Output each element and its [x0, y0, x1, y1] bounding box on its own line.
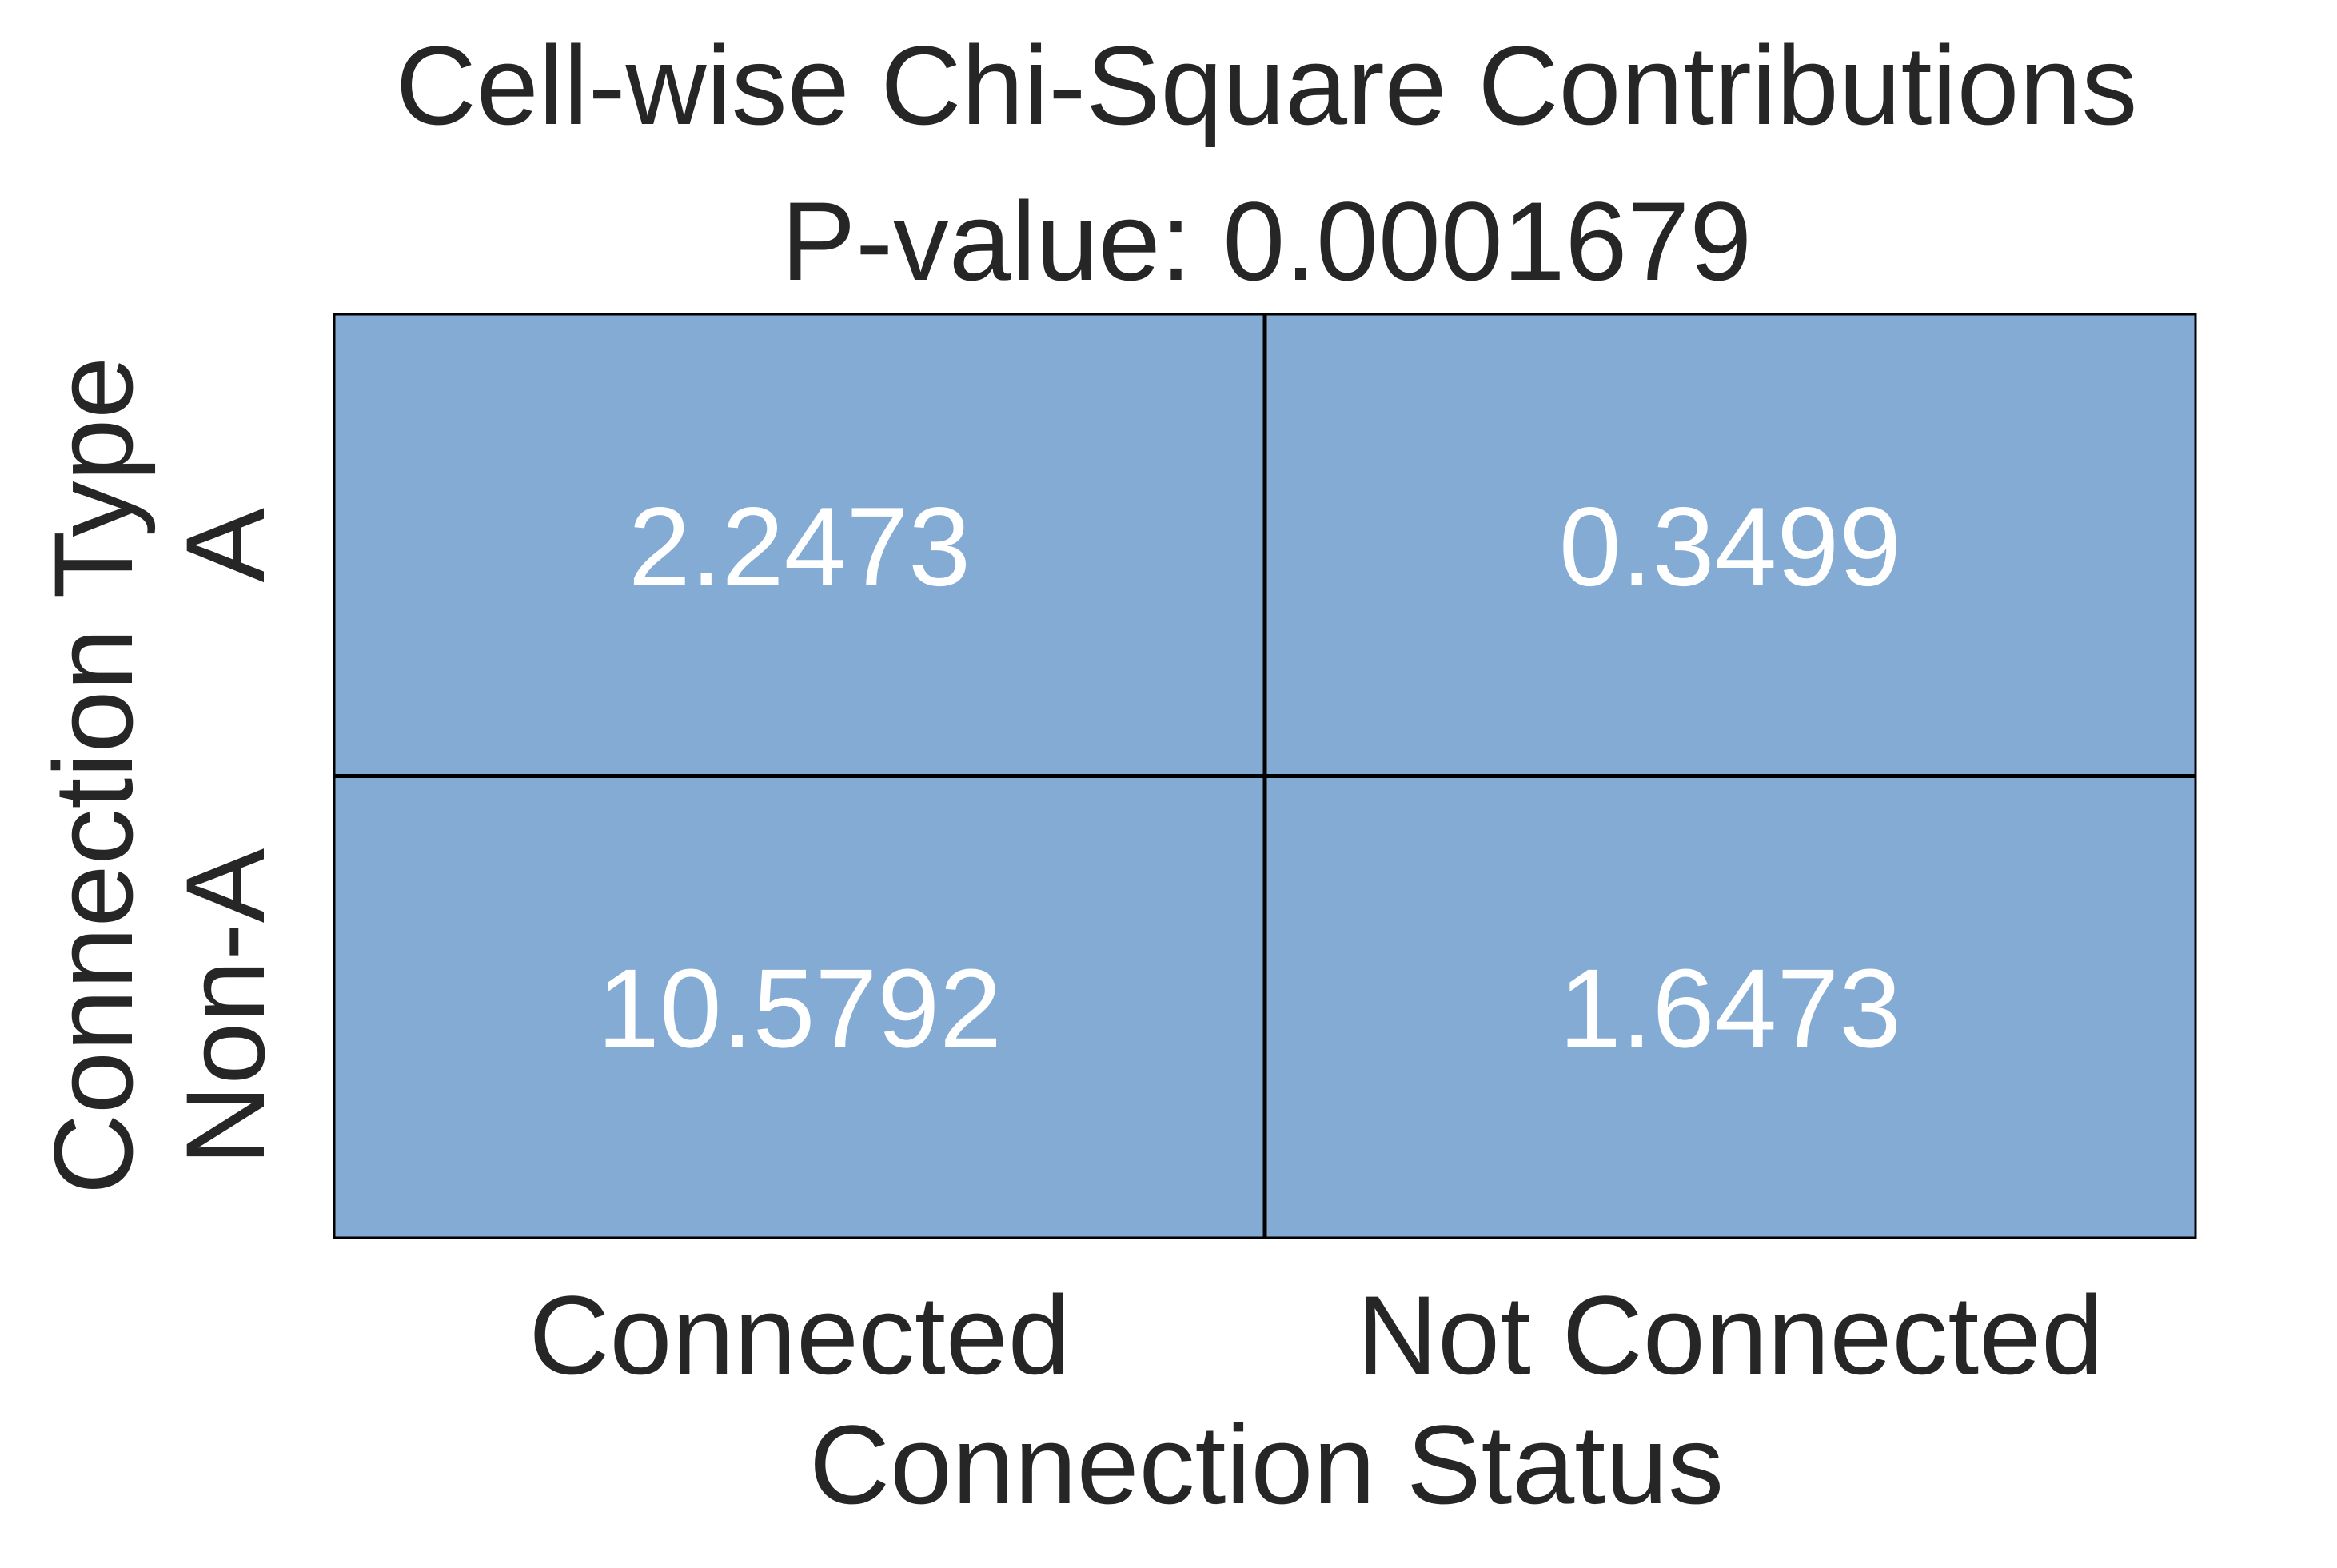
y-tick-label: A — [162, 507, 288, 582]
heatmap-cells — [334, 314, 2195, 1238]
heatmap-cell — [1265, 314, 2195, 776]
heatmap-cell — [1265, 776, 2195, 1238]
cell-value-label: 0.3499 — [1559, 484, 1901, 609]
x-axis-label: Connection Status — [809, 1402, 1724, 1527]
heatmap-annotations: 2.2473 0.3499 10.5792 1.6473 — [597, 484, 1901, 1071]
cell-value-label: 1.6473 — [1559, 945, 1901, 1071]
heatmap-cell-borders — [333, 313, 2197, 1239]
y-tick-label: Non-A — [162, 848, 288, 1165]
x-tick-label: Not Connected — [1357, 1272, 2104, 1398]
heatmap-cell — [334, 314, 1265, 776]
cell-value-label: 2.2473 — [628, 484, 971, 609]
chart-title: Cell-wise Chi-Square Contributions — [396, 22, 2138, 148]
x-tick-label: Connected — [528, 1272, 1070, 1398]
y-axis-label: Connection Type — [30, 357, 156, 1195]
axis-tick-labels: Connected Not Connected A Non-A — [162, 507, 2104, 1398]
heatmap-cell — [334, 776, 1265, 1238]
cell-value-label: 10.5792 — [597, 945, 1002, 1071]
chart-subtitle: P-value: 0.0001679 — [781, 178, 1752, 304]
